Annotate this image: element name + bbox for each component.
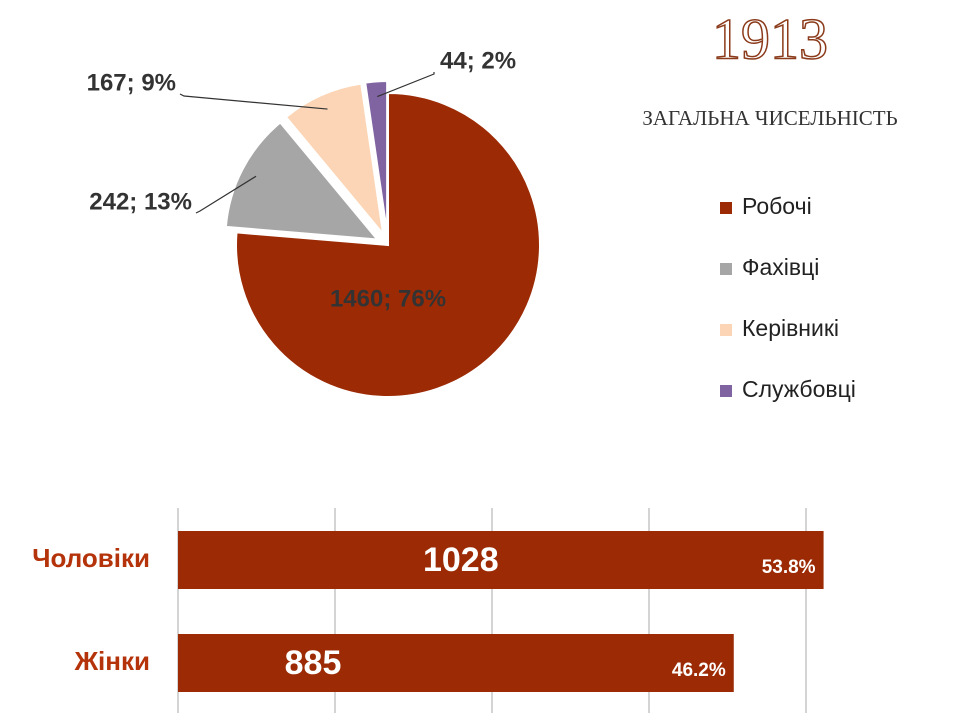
data-label: 44; 2%	[440, 47, 516, 74]
share-label: 53.8%	[762, 557, 816, 578]
legend-swatch	[720, 324, 732, 336]
legend-label: Керівникі	[742, 315, 839, 341]
chart-title: 1913	[712, 6, 828, 71]
bar	[178, 531, 824, 589]
pie-slice	[364, 80, 389, 234]
leader-line	[179, 93, 328, 110]
legend-swatch	[720, 202, 732, 214]
bar	[178, 634, 734, 692]
y-tick-label: Жінки	[74, 646, 150, 676]
legend-label: Фахівці	[742, 254, 819, 280]
pie-slice	[224, 121, 380, 241]
pie-slice	[284, 82, 385, 238]
legend-swatch	[720, 385, 732, 397]
data-label: 1460; 76%	[330, 285, 446, 312]
pie-slice	[235, 91, 541, 398]
data-label: 885	[285, 644, 342, 682]
legend-swatch	[720, 263, 732, 275]
legend-label: Робочі	[742, 193, 812, 219]
leader-line	[377, 72, 435, 98]
data-label: 242; 13%	[89, 188, 192, 215]
share-label: 46.2%	[672, 660, 726, 681]
data-label: 167; 9%	[87, 69, 176, 96]
chart-subtitle: ЗАГАЛЬНА ЧИСЕЛЬНІСТЬ	[642, 106, 897, 130]
legend-label: Службовці	[742, 376, 856, 402]
leader-line	[195, 175, 257, 214]
data-label: 1028	[423, 541, 499, 579]
y-tick-label: Чоловіки	[32, 543, 150, 573]
